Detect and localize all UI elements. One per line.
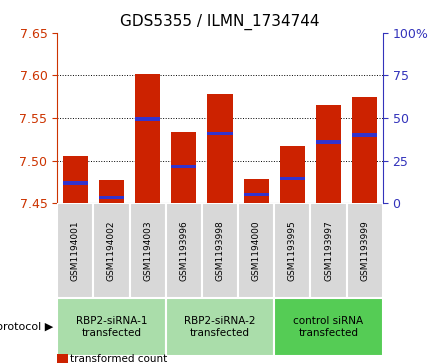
Bar	[93, 203, 129, 298]
Text: transformed count: transformed count	[70, 354, 168, 363]
Bar	[311, 203, 347, 298]
Bar	[352, 133, 378, 137]
Bar	[316, 105, 341, 203]
Bar	[171, 132, 197, 203]
Text: RBP2-siRNA-2
transfected: RBP2-siRNA-2 transfected	[184, 316, 256, 338]
Text: control siRNA
transfected: control siRNA transfected	[293, 316, 363, 338]
Text: GSM1193997: GSM1193997	[324, 220, 333, 281]
Bar	[57, 203, 93, 298]
Bar	[243, 179, 269, 203]
Text: GSM1193995: GSM1193995	[288, 220, 297, 281]
Bar	[347, 203, 383, 298]
Bar	[316, 140, 341, 143]
Text: GSM1193998: GSM1193998	[216, 220, 224, 281]
Bar	[207, 132, 233, 135]
Bar	[129, 203, 166, 298]
Bar	[166, 203, 202, 298]
Bar	[280, 146, 305, 203]
Bar	[57, 298, 166, 356]
Title: GDS5355 / ILMN_1734744: GDS5355 / ILMN_1734744	[120, 14, 320, 30]
Text: GSM1194002: GSM1194002	[107, 220, 116, 281]
Bar	[202, 203, 238, 298]
Text: GSM1194003: GSM1194003	[143, 220, 152, 281]
Bar	[171, 165, 197, 168]
Bar	[274, 203, 311, 298]
Bar	[243, 193, 269, 196]
Bar	[352, 97, 378, 203]
Bar	[62, 155, 88, 203]
Text: GSM1194000: GSM1194000	[252, 220, 260, 281]
Text: GSM1194001: GSM1194001	[71, 220, 80, 281]
Text: GSM1193999: GSM1193999	[360, 220, 369, 281]
Text: GSM1193996: GSM1193996	[180, 220, 188, 281]
Text: protocol ▶: protocol ▶	[0, 322, 53, 332]
Bar	[274, 298, 383, 356]
Bar	[135, 117, 160, 121]
Bar	[99, 180, 124, 203]
Text: RBP2-siRNA-1
transfected: RBP2-siRNA-1 transfected	[76, 316, 147, 338]
Bar	[280, 177, 305, 180]
Bar	[99, 196, 124, 199]
Bar	[207, 94, 233, 203]
Bar	[62, 181, 88, 184]
Bar	[166, 298, 274, 356]
Bar	[238, 203, 274, 298]
Bar	[135, 74, 160, 203]
